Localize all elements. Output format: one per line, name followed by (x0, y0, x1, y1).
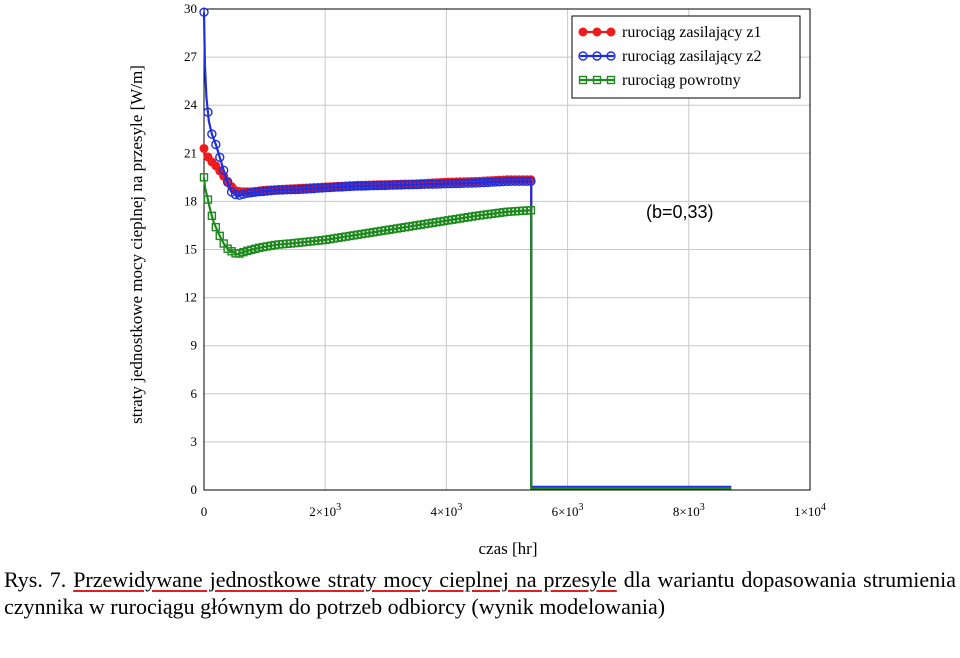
data-point (606, 27, 616, 37)
y-tick-label: 9 (191, 338, 198, 353)
y-tick-label: 0 (191, 482, 198, 497)
chart: 0 3 6 9 12 15 18 21 24 27 30 0 2×103 4×103 6×103 8×103 1… (127, 1, 826, 558)
legend-entry: rurociąg zasilający z2 (578, 48, 761, 65)
data-point (199, 143, 209, 153)
x-tick-label: 6×103 (552, 502, 584, 519)
data-point (522, 176, 532, 187)
legend-items: rurociąg zasilający z1 rurociąg zasilając… (578, 24, 761, 89)
data-point (199, 173, 209, 182)
annotation-text: (b=0,33) (646, 202, 714, 222)
legend-label: rurociąg zasilający z1 (622, 24, 761, 41)
legend: rurociąg zasilający z1 rurociąg zasilając… (571, 15, 801, 99)
data-point (211, 222, 221, 232)
data-point (203, 195, 213, 204)
y-axis-title: straty jednostkowe mocy cieplnej na prze… (127, 65, 146, 424)
data-point (211, 139, 221, 150)
y-tick-label: 27 (184, 49, 198, 64)
data-point (606, 51, 616, 61)
legend-entry: rurociąg powrotny (578, 72, 741, 89)
x-tick-label: 8×103 (673, 502, 705, 519)
x-tick-label: 0 (201, 504, 208, 519)
y-tick-label: 12 (184, 290, 197, 305)
data-point (207, 129, 217, 139)
data-point (218, 165, 229, 176)
y-tick-label: 18 (184, 193, 197, 208)
x-axis-title: czas [hr] (479, 539, 538, 558)
figure-caption: Rys. 7. Przewidywane jednostkowe straty … (4, 566, 956, 620)
y-tick-label: 24 (184, 97, 198, 112)
legend-label: rurociąg zasilający z2 (622, 48, 761, 65)
data-point (207, 211, 217, 221)
data-point (199, 7, 209, 17)
caption-underlined-text: Przewidywane jednostkowe straty mocy cie… (73, 567, 617, 592)
legend-label: rurociąg powrotny (622, 72, 741, 89)
series-1 (199, 143, 732, 489)
data-point (203, 107, 213, 117)
data-point (606, 75, 616, 85)
data-point (215, 152, 225, 163)
data-point (222, 177, 233, 187)
data-point (578, 27, 588, 37)
tick-labels: 0 3 6 9 12 15 18 21 24 27 30 0 2×103 4×103 6×103 8×103 1… (184, 1, 826, 519)
series-line (202, 148, 732, 489)
data-point (592, 75, 602, 85)
series-3 (199, 173, 732, 490)
data-point (526, 206, 536, 215)
x-tick-label: 2×103 (309, 502, 341, 519)
legend-entry: rurociąg zasilający z1 (578, 24, 761, 41)
series-layer (199, 7, 732, 490)
data-point (592, 27, 602, 37)
series-2 (199, 7, 732, 488)
plot-frame (203, 8, 811, 491)
data-point (526, 176, 536, 187)
data-point (578, 75, 588, 85)
grid (204, 9, 810, 490)
y-tick-label: 3 (191, 434, 198, 449)
y-tick-label: 15 (184, 242, 197, 257)
y-tick-label: 21 (184, 145, 197, 160)
caption-rest: dla wariantu dopasowania strumienia czyn… (4, 567, 956, 619)
y-tick-label: 6 (191, 386, 198, 401)
x-tick-label: 4×103 (430, 502, 462, 519)
data-point (578, 51, 588, 61)
data-point (592, 51, 602, 61)
caption-prefix: Rys. 7. (4, 567, 74, 592)
x-tick-label: 1×104 (794, 502, 826, 519)
y-tick-label: 30 (184, 1, 197, 16)
